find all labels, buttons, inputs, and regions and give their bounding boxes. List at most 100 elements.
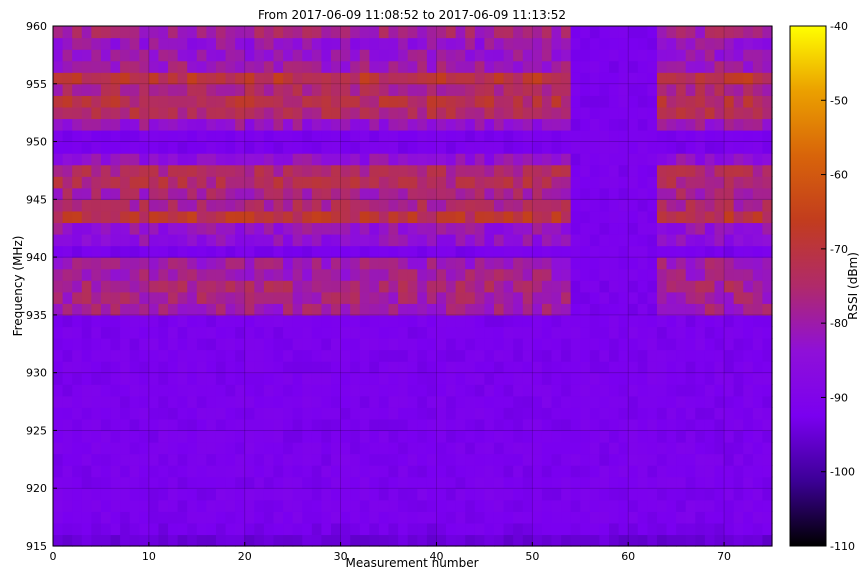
heatmap-cell [168,60,179,73]
heatmap-cell [589,361,601,374]
heatmap-cell [743,395,754,408]
heatmap-cell [407,314,418,328]
heatmap-cell [139,499,150,512]
heatmap-cell [196,511,207,524]
heatmap-cell [378,187,390,200]
heatmap-cell [311,407,323,420]
heatmap-cell [120,488,131,501]
heatmap-cell [53,326,64,339]
heatmap-cell [53,268,64,281]
heatmap-cell [62,60,73,73]
heatmap-cell [53,153,64,166]
heatmap-cell [704,49,716,62]
heatmap-cell [551,49,562,62]
heatmap-cell [283,372,294,385]
heatmap-cell [676,49,687,62]
heatmap-cell [465,280,476,293]
heatmap-cell [561,395,572,408]
heatmap-cell [129,187,140,200]
heatmap-cell [609,465,620,478]
heatmap-cell [589,130,601,143]
heatmap-cell [426,72,438,85]
heatmap-cell [666,453,677,466]
heatmap-cell [743,72,754,85]
heatmap-cell [637,257,648,270]
heatmap-cell [350,372,361,385]
heatmap-cell [273,361,284,374]
heatmap-cell [196,522,207,536]
heatmap-cell [647,130,658,143]
heatmap-cell [81,407,92,420]
heatmap-cell [503,257,514,270]
heatmap-cell [81,176,92,189]
heatmap-cell [446,257,457,270]
heatmap-cell [81,326,92,339]
heatmap-cell [110,257,121,270]
heatmap-cell [273,164,284,177]
heatmap-cell [369,303,380,316]
heatmap-cell [484,245,495,258]
heatmap-cell [589,338,601,351]
heatmap-cell [752,60,764,73]
heatmap-cell [589,187,601,200]
heatmap-cell [177,118,188,131]
heatmap-cell [685,326,696,339]
heatmap-cell [647,361,658,374]
heatmap-cell [53,141,64,154]
heatmap-cell [685,268,696,281]
heatmap-cell [484,314,495,328]
heatmap-cell [704,280,716,293]
heatmap-cell [91,326,102,339]
heatmap-cell [666,465,677,478]
heatmap-cell [206,118,217,131]
heatmap-cell [484,49,495,62]
heatmap-cell [714,522,725,536]
heatmap-cell [647,395,658,408]
heatmap-cell [187,37,198,50]
heatmap-cell [196,37,207,50]
heatmap-cell [321,118,332,131]
heatmap-cell [369,338,380,351]
heatmap-cell [685,534,696,547]
heatmap-cell [541,384,553,397]
heatmap-cell [350,522,361,536]
heatmap-cell [206,534,217,547]
heatmap-cell [656,314,668,328]
heatmap-cell [503,234,514,247]
heatmap-cell [743,465,754,478]
heatmap-cell [436,187,447,200]
heatmap-cell [493,26,505,39]
heatmap-cell [532,60,543,73]
heatmap-cell [206,234,217,247]
heatmap-cell [91,199,102,212]
heatmap-cell [656,395,668,408]
heatmap-cell [561,222,572,235]
heatmap-cell [148,176,160,189]
heatmap-cell [628,511,639,524]
heatmap-cell [513,118,524,131]
heatmap-cell [484,384,495,397]
heatmap-cell [321,418,332,432]
heatmap-cell [158,164,169,177]
heatmap-cell [647,164,658,177]
heatmap-cell [263,245,275,258]
heatmap-cell [752,303,764,316]
heatmap-cell [484,234,495,247]
heatmap-cell [704,430,716,443]
heatmap-cell [311,476,323,489]
heatmap-cell [417,187,428,200]
heatmap-cell [551,511,562,524]
heatmap-cell [465,118,476,131]
heatmap-cell [733,442,744,455]
heatmap-cell [187,384,198,397]
heatmap-cell [503,465,514,478]
heatmap-cell [436,60,447,73]
heatmap-cell [465,361,476,374]
heatmap-cell [187,49,198,62]
heatmap-cell [666,106,677,120]
heatmap-cell [656,291,668,304]
colorbar-ticks: -40-50-60-70-80-90-100-110 [821,20,855,553]
heatmap-cell [570,442,581,455]
heatmap-cell [455,453,466,466]
heatmap-cell [407,176,418,189]
